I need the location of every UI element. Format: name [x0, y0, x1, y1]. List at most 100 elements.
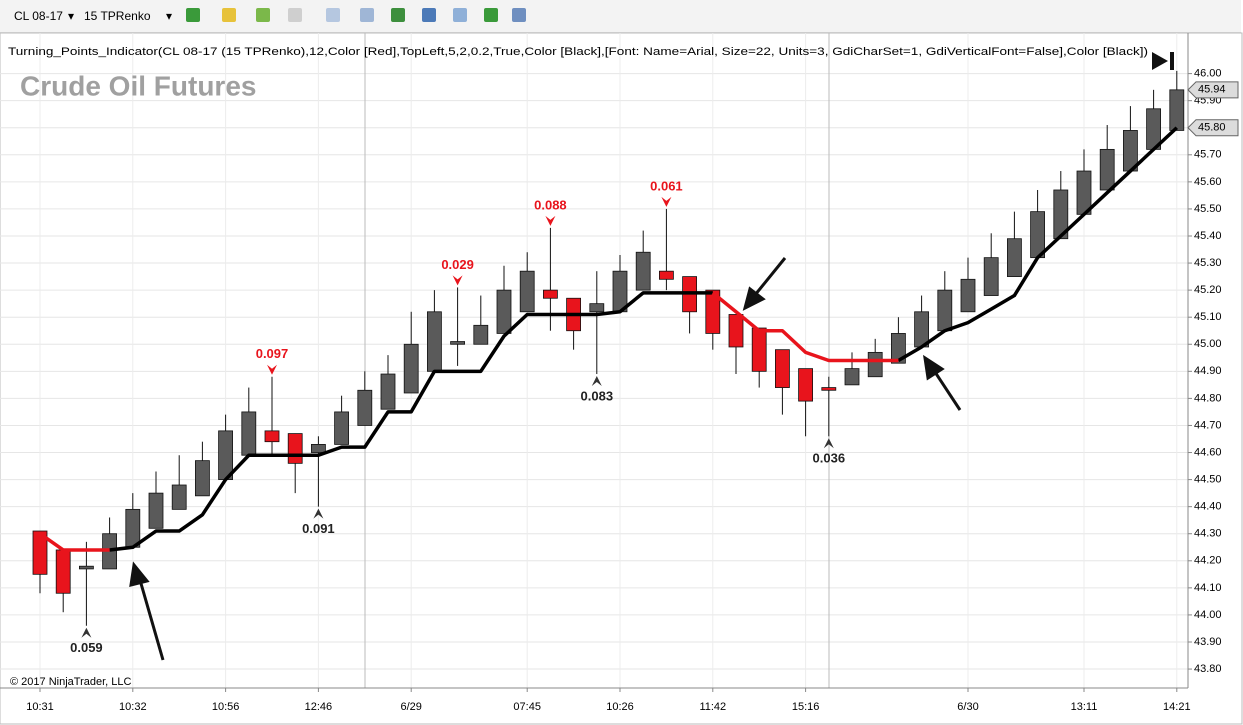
candle-body	[543, 289, 558, 299]
turning-point-label: 0.091	[302, 521, 335, 536]
arrow	[753, 257, 787, 296]
scroll-end-button[interactable]	[1152, 52, 1174, 70]
y-tick-label: 44.40	[1194, 501, 1222, 513]
candle-body	[960, 278, 976, 313]
candle-body	[821, 387, 837, 391]
candle-body	[589, 303, 605, 313]
dollar-button[interactable]	[484, 8, 498, 22]
candle-body	[171, 484, 187, 510]
toolbar: CL 08-17 ▾ 15 TPRenko ▾	[0, 0, 1241, 33]
add-indicator-button[interactable]	[256, 8, 270, 22]
cursor-button[interactable]	[326, 8, 340, 22]
y-tick-label: 46.00	[1194, 68, 1222, 80]
x-tick-label: 10:56	[212, 701, 240, 713]
candle-body	[148, 492, 164, 529]
turning-point-label: 0.059	[70, 640, 103, 655]
candle-body	[705, 289, 721, 334]
y-tick-label: 45.60	[1194, 176, 1222, 188]
y-tick-label: 45.50	[1194, 203, 1222, 215]
turning-point-label: 0.061	[650, 178, 683, 193]
turning-point-marker	[823, 438, 834, 449]
price-marker-label: 45.80	[1198, 122, 1226, 134]
candle-body	[751, 327, 767, 372]
bar-icon[interactable]	[1170, 52, 1174, 70]
y-tick-label: 43.80	[1194, 663, 1222, 675]
trend-line	[897, 126, 1178, 363]
candle-body	[1053, 189, 1069, 240]
chart-title: Crude Oil Futures	[20, 70, 256, 101]
turning-point-marker	[452, 275, 463, 286]
chart-frame	[0, 32, 1243, 725]
x-tick-label: 14:21	[1163, 701, 1191, 713]
y-tick-label: 44.70	[1194, 419, 1222, 431]
turning-point-label: 0.088	[534, 197, 567, 212]
strategy-button[interactable]	[288, 8, 302, 22]
y-tick-label: 45.20	[1194, 284, 1222, 296]
indicator-label: Turning_Points_Indicator(CL 08-17 (15 TP…	[8, 46, 1148, 58]
x-tick-label: 6/29	[400, 701, 421, 713]
candle-body	[287, 433, 303, 464]
chart-trader-button[interactable]	[422, 8, 436, 22]
y-tick-label: 45.00	[1194, 338, 1222, 350]
y-tick-label: 44.10	[1194, 582, 1222, 594]
candle-body	[194, 460, 210, 497]
x-tick-label: 10:26	[606, 701, 634, 713]
y-tick-label: 44.90	[1194, 365, 1222, 377]
arrow	[138, 579, 165, 661]
candle-body	[1169, 89, 1185, 131]
dropdown-caret[interactable]: ▾	[68, 9, 75, 23]
candle-body	[450, 341, 466, 345]
price-marker-label: 45.94	[1198, 84, 1226, 96]
turning-point-marker	[545, 215, 556, 226]
y-tick-label: 44.50	[1194, 473, 1222, 485]
candle-body	[357, 389, 373, 426]
x-tick-label: 10:31	[26, 701, 54, 713]
copyright: © 2017 NinjaTrader, LLC	[10, 676, 131, 688]
candle-body	[1099, 148, 1115, 191]
x-tick-label: 10:32	[119, 701, 147, 713]
candle-body	[775, 349, 790, 388]
candle-body	[728, 314, 744, 348]
trend-line	[109, 291, 713, 552]
candle-body	[798, 368, 813, 402]
trend-line	[711, 291, 899, 363]
y-tick-label: 44.20	[1194, 555, 1222, 567]
turning-point-label: 0.029	[441, 257, 474, 272]
candle-body	[937, 289, 953, 332]
trend-line	[38, 532, 110, 552]
zoom-button[interactable]	[360, 8, 374, 22]
turning-point-label: 0.083	[581, 388, 614, 403]
x-tick-label: 11:42	[699, 701, 726, 713]
draw-button[interactable]	[222, 8, 236, 22]
candle-body	[659, 270, 674, 280]
turning-point-marker	[81, 627, 92, 638]
turning-point-label: 0.036	[813, 451, 846, 466]
candle-body	[55, 549, 71, 594]
x-tick-label: 13:11	[1071, 701, 1098, 713]
x-tick-label: 07:45	[513, 701, 541, 713]
window-button[interactable]	[453, 8, 467, 22]
turning-point-label: 0.097	[256, 346, 289, 361]
data-box-button[interactable]	[391, 8, 405, 22]
x-tick-label: 6/30	[957, 701, 978, 713]
candle-body	[79, 565, 94, 570]
candle-body	[983, 257, 999, 296]
candle-body	[241, 411, 257, 456]
y-tick-label: 44.80	[1194, 392, 1222, 404]
turning-point-marker	[661, 196, 672, 207]
instrument-selector[interactable]: CL 08-17	[14, 9, 63, 23]
candle-body	[473, 324, 489, 345]
candle-body	[403, 343, 419, 394]
chart-style-button[interactable]	[186, 8, 200, 22]
turning-point-marker	[591, 376, 602, 387]
y-tick-label: 45.70	[1194, 149, 1222, 161]
bars-selector[interactable]: 15 TPRenko	[84, 9, 151, 23]
candle-body	[1007, 238, 1022, 277]
dropdown-caret[interactable]: ▾	[166, 9, 173, 23]
y-tick-label: 45.30	[1194, 257, 1222, 269]
candle-body	[496, 289, 512, 334]
x-tick-label: 12:46	[305, 701, 333, 713]
properties-button[interactable]	[512, 8, 526, 22]
play-icon[interactable]	[1152, 52, 1168, 70]
turning-point-marker	[267, 364, 277, 375]
